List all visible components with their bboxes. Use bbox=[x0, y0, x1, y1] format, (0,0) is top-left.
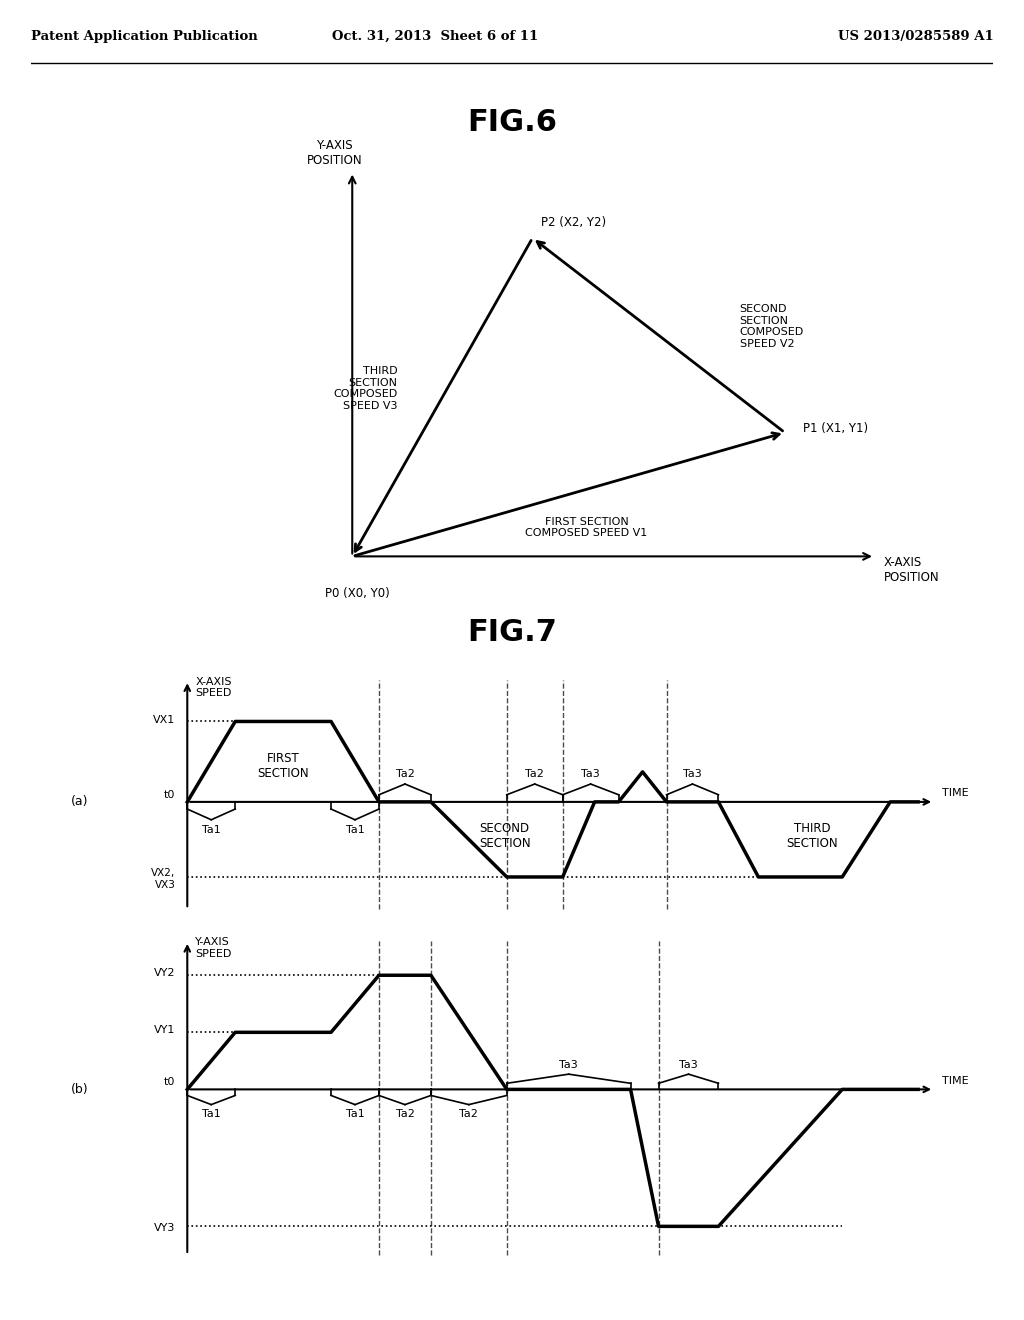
Text: Ta1: Ta1 bbox=[346, 825, 365, 836]
Text: Y-AXIS
POSITION: Y-AXIS POSITION bbox=[306, 139, 362, 168]
Text: Oct. 31, 2013  Sheet 6 of 11: Oct. 31, 2013 Sheet 6 of 11 bbox=[332, 30, 539, 42]
Text: Ta2: Ta2 bbox=[460, 1109, 478, 1119]
Text: VX2,
VX3: VX2, VX3 bbox=[152, 869, 175, 890]
Text: X-AXIS
SPEED: X-AXIS SPEED bbox=[196, 677, 231, 698]
Text: VY2: VY2 bbox=[154, 969, 175, 978]
Text: Ta3: Ta3 bbox=[559, 1060, 579, 1069]
Text: Ta3: Ta3 bbox=[683, 768, 701, 779]
Text: Ta1: Ta1 bbox=[202, 1109, 220, 1119]
Text: Ta3: Ta3 bbox=[679, 1060, 698, 1069]
Text: US 2013/0285589 A1: US 2013/0285589 A1 bbox=[838, 30, 993, 42]
Text: (a): (a) bbox=[71, 796, 88, 808]
Text: TIME: TIME bbox=[942, 788, 969, 799]
Text: Ta1: Ta1 bbox=[202, 825, 220, 836]
Text: FIG.7: FIG.7 bbox=[467, 618, 557, 647]
Text: VY3: VY3 bbox=[154, 1224, 175, 1233]
Text: SECOND
SECTION: SECOND SECTION bbox=[479, 821, 530, 850]
Text: Ta2: Ta2 bbox=[395, 1109, 415, 1119]
Text: TIME: TIME bbox=[942, 1076, 969, 1085]
Text: t0: t0 bbox=[164, 1077, 175, 1088]
Text: FIG.6: FIG.6 bbox=[467, 108, 557, 136]
Text: Ta1: Ta1 bbox=[346, 1109, 365, 1119]
Text: SECOND
SECTION
COMPOSED
SPEED V2: SECOND SECTION COMPOSED SPEED V2 bbox=[739, 304, 804, 348]
Text: FIRST SECTION
COMPOSED SPEED V1: FIRST SECTION COMPOSED SPEED V1 bbox=[525, 516, 647, 539]
Text: Ta2: Ta2 bbox=[395, 768, 415, 779]
Text: (b): (b) bbox=[71, 1082, 88, 1096]
Text: P0 (X0, Y0): P0 (X0, Y0) bbox=[326, 587, 390, 601]
Text: X-AXIS
POSITION: X-AXIS POSITION bbox=[884, 556, 940, 583]
Text: THIRD
SECTION
COMPOSED
SPEED V3: THIRD SECTION COMPOSED SPEED V3 bbox=[333, 366, 397, 411]
Text: Patent Application Publication: Patent Application Publication bbox=[31, 30, 257, 42]
Text: P1 (X1, Y1): P1 (X1, Y1) bbox=[803, 421, 868, 434]
Text: FIRST
SECTION: FIRST SECTION bbox=[257, 751, 309, 780]
Text: P2 (X2, Y2): P2 (X2, Y2) bbox=[542, 216, 606, 230]
Text: Ta2: Ta2 bbox=[525, 768, 544, 779]
Text: VX1: VX1 bbox=[153, 714, 175, 725]
Text: Ta3: Ta3 bbox=[582, 768, 600, 779]
Text: Y-AXIS
SPEED: Y-AXIS SPEED bbox=[196, 937, 231, 958]
Text: t0: t0 bbox=[164, 791, 175, 800]
Text: THIRD
SECTION: THIRD SECTION bbox=[786, 821, 838, 850]
Text: VY1: VY1 bbox=[154, 1026, 175, 1035]
